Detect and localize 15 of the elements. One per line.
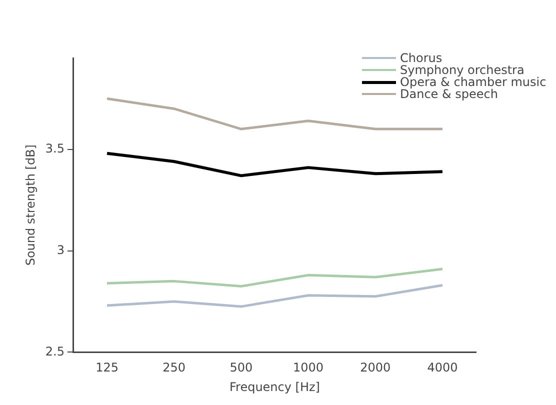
legend-label: Symphony orchestra bbox=[400, 63, 524, 77]
x-axis-title: Frequency [Hz] bbox=[229, 380, 320, 394]
legend-label: Chorus bbox=[400, 51, 442, 65]
x-tick-label: 500 bbox=[230, 360, 253, 375]
legend-label: Opera & chamber music bbox=[400, 75, 546, 89]
x-tick-label: 4000 bbox=[427, 360, 458, 375]
y-tick-label: 3 bbox=[56, 242, 64, 257]
x-tick-label: 2000 bbox=[360, 360, 391, 375]
legend-label: Dance & speech bbox=[400, 87, 498, 101]
x-tick-label: 125 bbox=[96, 360, 118, 375]
y-axis-title: Sound strength [dB] bbox=[23, 144, 38, 266]
x-tick-label: 1000 bbox=[293, 360, 324, 375]
y-tick-label: 2.5 bbox=[45, 344, 64, 358]
y-tick-label: 3.5 bbox=[45, 141, 64, 156]
x-tick-label: 250 bbox=[162, 360, 186, 375]
